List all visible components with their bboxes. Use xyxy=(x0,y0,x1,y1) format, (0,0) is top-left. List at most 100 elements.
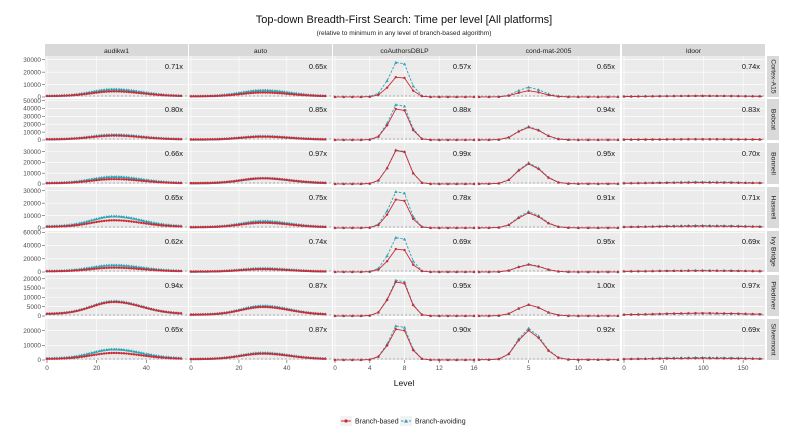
data-point-branch-based xyxy=(206,357,209,361)
data-point-branch-avoiding xyxy=(536,88,541,91)
data-point-branch-based xyxy=(507,94,510,97)
data-point-branch-based xyxy=(230,310,233,314)
data-point-branch-based xyxy=(112,90,116,93)
data-point-branch-based xyxy=(722,357,726,360)
ratio-label: 0.62x xyxy=(165,237,183,246)
data-point-branch-avoiding xyxy=(256,88,260,92)
data-point-branch-avoiding xyxy=(87,266,91,270)
data-point-branch-based xyxy=(230,355,233,359)
data-point-branch-based xyxy=(644,95,647,98)
data-point-branch-based xyxy=(225,311,229,314)
data-point-branch-based xyxy=(130,91,133,94)
data-point-branch-based xyxy=(324,94,327,98)
data-point-branch-based xyxy=(87,354,91,357)
data-point-branch-based xyxy=(159,269,163,272)
data-point-branch-avoiding xyxy=(122,263,126,267)
data-point-branch-based xyxy=(487,314,491,318)
data-point-branch-based xyxy=(60,94,64,98)
data-point-branch-avoiding xyxy=(97,349,101,353)
data-point-branch-based xyxy=(629,95,633,98)
data-point-branch-based xyxy=(304,180,308,184)
data-point-branch-based xyxy=(152,223,155,226)
data-point-branch-based xyxy=(164,310,168,314)
data-point-branch-based xyxy=(85,354,88,358)
data-point-branch-based xyxy=(132,135,136,138)
row-strip-piledriver xyxy=(767,275,779,316)
data-point-branch-based xyxy=(232,179,236,183)
data-point-branch-based xyxy=(403,248,406,252)
ratio-label: 0.65x xyxy=(309,62,327,71)
data-point-branch-based xyxy=(152,308,155,311)
data-point-branch-based xyxy=(100,178,103,181)
data-point-branch-based xyxy=(651,357,654,361)
data-point-branch-based xyxy=(679,225,683,228)
data-point-branch-based xyxy=(194,270,197,273)
data-point-branch-based xyxy=(206,138,209,141)
panel-bonnell-coauthorsdblp: 0.99x xyxy=(333,143,476,186)
data-point-branch-based xyxy=(172,94,175,97)
data-point-branch-avoiding xyxy=(87,219,91,223)
data-point-branch-based xyxy=(218,270,221,273)
data-point-branch-based xyxy=(351,226,354,230)
data-point-branch-based xyxy=(672,225,676,228)
data-point-branch-based xyxy=(63,137,66,141)
data-point-branch-based xyxy=(637,357,640,361)
data-point-branch-based xyxy=(204,313,207,316)
data-point-branch-based xyxy=(112,134,116,137)
data-point-branch-avoiding xyxy=(80,221,84,224)
data-point-branch-based xyxy=(507,223,510,227)
legend-label: Branch-based xyxy=(355,419,399,426)
data-point-branch-based xyxy=(438,138,441,142)
data-point-branch-based xyxy=(137,179,141,182)
data-point-branch-based xyxy=(102,90,106,94)
panel-background xyxy=(622,143,765,184)
data-point-branch-based xyxy=(616,182,620,186)
data-point-branch-based xyxy=(75,181,78,184)
panel-bonnell-ldoor: 0.70x xyxy=(622,143,765,185)
data-point-branch-avoiding xyxy=(124,264,129,267)
data-point-branch-avoiding xyxy=(275,220,279,224)
data-point-branch-based xyxy=(273,306,277,310)
data-point-branch-based xyxy=(567,182,570,185)
data-point-branch-based xyxy=(557,313,560,317)
data-point-branch-based xyxy=(58,312,61,315)
data-point-branch-based xyxy=(751,95,754,98)
data-point-branch-based xyxy=(252,91,255,95)
data-point-branch-avoiding xyxy=(263,88,267,92)
data-point-branch-based xyxy=(737,94,740,98)
data-point-branch-based xyxy=(90,179,93,182)
data-point-branch-based xyxy=(140,179,143,182)
data-point-branch-based xyxy=(196,95,200,98)
data-point-branch-based xyxy=(50,270,54,273)
data-point-branch-avoiding xyxy=(87,351,91,355)
data-point-branch-avoiding xyxy=(261,88,265,92)
data-point-branch-avoiding xyxy=(97,264,101,268)
data-point-branch-avoiding xyxy=(117,87,121,91)
data-point-branch-based xyxy=(359,358,363,362)
data-point-branch-based xyxy=(266,91,269,94)
data-point-branch-based xyxy=(557,225,560,229)
y-tick-label: 20000 xyxy=(23,69,41,76)
data-point-branch-based xyxy=(304,356,308,359)
data-point-branch-based xyxy=(45,270,49,273)
data-point-branch-based xyxy=(368,138,371,141)
data-point-branch-based xyxy=(115,351,118,355)
data-point-branch-avoiding xyxy=(107,214,111,218)
data-point-branch-avoiding xyxy=(144,266,148,270)
data-point-branch-based xyxy=(319,312,322,316)
data-point-branch-based xyxy=(122,266,126,270)
data-point-branch-based xyxy=(687,269,690,273)
data-point-branch-avoiding xyxy=(124,88,129,92)
data-point-branch-based xyxy=(218,137,221,141)
row-strip-label: Bobcat xyxy=(770,109,777,130)
data-point-branch-based xyxy=(97,303,101,306)
data-point-branch-based xyxy=(259,177,262,180)
ratio-label: 0.78x xyxy=(453,193,471,202)
data-point-branch-based xyxy=(537,215,540,218)
data-point-branch-avoiding xyxy=(249,220,253,224)
data-point-branch-based xyxy=(172,311,175,315)
data-point-branch-based xyxy=(244,268,248,272)
data-point-branch-based xyxy=(273,222,277,225)
data-point-branch-based xyxy=(55,138,59,141)
ratio-label: 0.69x xyxy=(742,325,760,334)
